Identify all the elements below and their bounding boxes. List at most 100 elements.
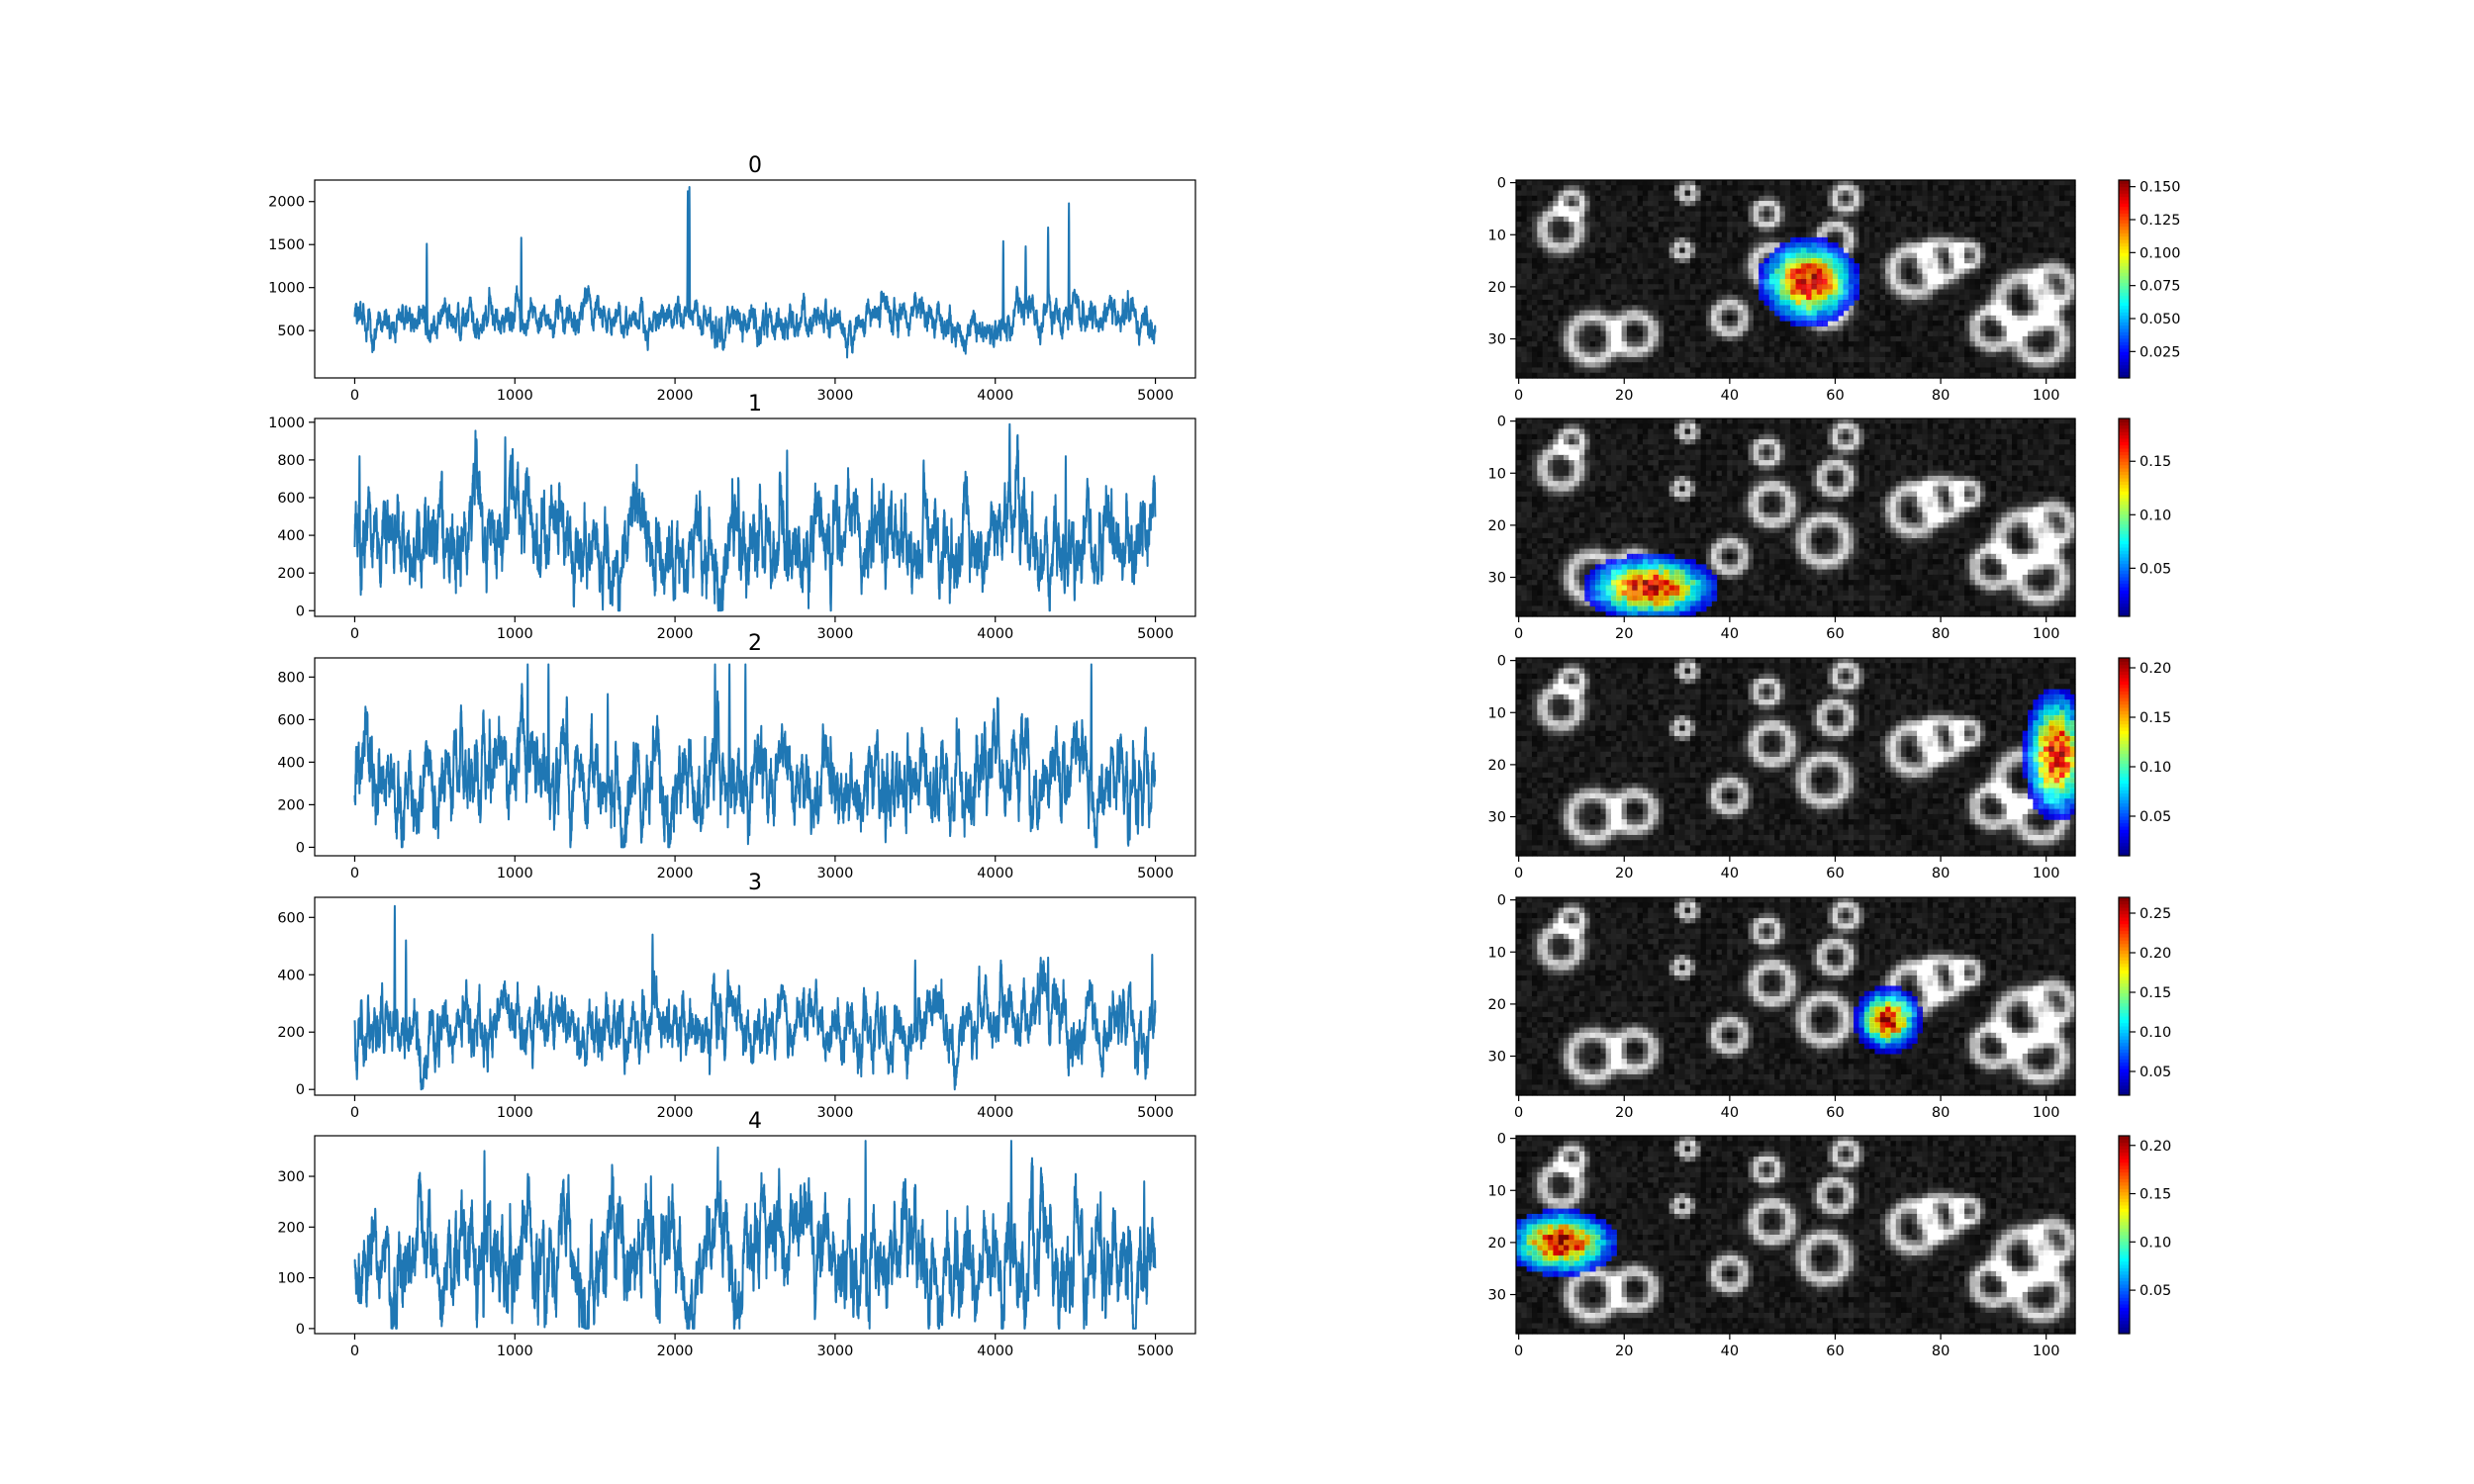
- footprint-panel-4: 0 20 40 60 80 100 0 10 20 30 0.05 0.10 0.15 0.20: [1488, 1132, 2172, 1359]
- x-tick-label: 3000: [816, 1344, 853, 1359]
- axes-frame: [1515, 657, 2076, 857]
- footprint-panel-0: 0 20 40 60 80 10001020300.0250.0500.0750.1000…: [1488, 176, 2181, 404]
- y-tick-label: 400: [277, 755, 305, 771]
- x-tick-label: 20: [1615, 626, 1633, 642]
- footprint-panel-2: 0 20 40 60 80 100 0 10 20 30 0.05 0.10 0.15 0.20: [1488, 654, 2172, 881]
- axes-frame: [1515, 1135, 2076, 1335]
- x-tick-label: 5000: [1137, 1105, 1174, 1121]
- x-tick-label: 40: [1721, 388, 1739, 404]
- colorbar-tick-label: 0.050: [2140, 312, 2181, 327]
- colorbar-tick-label: 0.15: [2140, 1187, 2171, 1203]
- x-tick-label: 20: [1615, 1105, 1633, 1121]
- axes-frame: [314, 657, 1196, 857]
- x-tick-label: 60: [1826, 1344, 1844, 1359]
- trace-line: [353, 904, 1157, 1091]
- panel-title: 0: [748, 153, 762, 178]
- spatial-footprint: [2022, 689, 2076, 820]
- grayscale-image: [1516, 658, 2076, 857]
- x-tick-label: 2000: [657, 388, 694, 404]
- y-tick-label: 20: [1488, 518, 1506, 534]
- y-tick-label: 500: [277, 324, 305, 339]
- trace-panel-3: 3 0 1000 2000 3000 4000 5000 0 200 400 600: [277, 871, 1196, 1121]
- trace-panel-4: 4 0 1000 2000 3000 4000 5000 0 100 200 300: [277, 1109, 1196, 1359]
- x-tick-label: 40: [1721, 1344, 1739, 1359]
- x-tick-label: 100: [2033, 866, 2060, 881]
- y-tick-label: 400: [277, 528, 305, 544]
- x-tick-label: 60: [1826, 866, 1844, 881]
- x-tick-label: 2000: [657, 1344, 694, 1359]
- colorbar-tick-label: 0.125: [2140, 213, 2181, 229]
- x-tick-label: 100: [2033, 1105, 2060, 1121]
- grayscale-image: [1516, 418, 2076, 617]
- x-tick-label: 1000: [497, 1105, 533, 1121]
- y-tick-label: 20: [1488, 1236, 1506, 1252]
- x-tick-label: 4000: [977, 388, 1013, 404]
- x-tick-label: 60: [1826, 1105, 1844, 1121]
- y-tick-label: 600: [277, 491, 305, 507]
- y-tick-label: 0: [296, 840, 305, 856]
- y-tick-label: 0: [1497, 415, 1506, 430]
- y-tick-label: 300: [277, 1169, 305, 1185]
- y-tick-label: 0: [296, 603, 305, 619]
- x-tick-label: 0: [1514, 1105, 1523, 1121]
- colorbar: 0.05 0.10 0.15 0.20 0.25: [2118, 896, 2171, 1096]
- colorbar-tick-label: 0.025: [2140, 344, 2181, 360]
- x-tick-label: 0: [350, 1105, 359, 1121]
- x-tick-label: 0: [350, 388, 359, 404]
- x-tick-label: 100: [2033, 626, 2060, 642]
- colorbar-tick-label: 0.15: [2140, 454, 2171, 470]
- x-tick-label: 0: [1514, 388, 1523, 404]
- x-tick-label: 80: [1932, 1344, 1950, 1359]
- axes-frame: [314, 417, 1196, 617]
- spatial-footprint: [1584, 553, 1718, 617]
- y-tick-label: 0: [1497, 893, 1506, 909]
- y-tick-label: 30: [1488, 1050, 1506, 1066]
- x-tick-label: 60: [1826, 388, 1844, 404]
- x-tick-label: 1000: [497, 1344, 533, 1359]
- colorbar-tick-label: 0.10: [2140, 508, 2171, 523]
- footprint-panel-3: 0 20 40 60 80 100 0 10 20 30 0.05 0.10 0.15 0.20 0.25: [1488, 893, 2172, 1121]
- y-tick-label: 800: [277, 670, 305, 686]
- y-tick-label: 200: [277, 1025, 305, 1041]
- colorbar-tick-label: 0.20: [2140, 1139, 2171, 1155]
- panel-title: 2: [748, 631, 762, 656]
- x-tick-label: 2000: [657, 866, 694, 881]
- x-tick-label: 20: [1615, 1344, 1633, 1359]
- trace-panel-2: 2 0 1000 2000 3000 4000 5000 0 200 400 600 800: [277, 631, 1196, 881]
- trace-line: [353, 185, 1157, 359]
- colorbar-tick-label: 0.20: [2140, 946, 2171, 962]
- y-tick-label: 30: [1488, 571, 1506, 587]
- colorbar-tick-label: 0.075: [2140, 279, 2181, 295]
- x-tick-label: 80: [1932, 866, 1950, 881]
- colorbar-tick-label: 0.10: [2140, 760, 2171, 776]
- x-tick-label: 80: [1932, 1105, 1950, 1121]
- y-tick-label: 1000: [268, 416, 305, 431]
- colorbar-tick-label: 0.25: [2140, 906, 2171, 922]
- x-tick-label: 2000: [657, 626, 694, 642]
- x-tick-label: 40: [1721, 626, 1739, 642]
- axes-frame: [1515, 417, 2076, 617]
- trace-line: [353, 422, 1157, 612]
- y-tick-label: 30: [1488, 332, 1506, 348]
- x-tick-label: 3000: [816, 626, 853, 642]
- y-tick-label: 200: [277, 566, 305, 582]
- trace-line: [353, 663, 1157, 849]
- spatial-footprint: [1854, 985, 1924, 1055]
- y-tick-label: 1500: [268, 237, 305, 253]
- y-tick-label: 200: [277, 797, 305, 813]
- colorbar-tick-label: 0.05: [2140, 1283, 2171, 1299]
- x-tick-label: 0: [350, 866, 359, 881]
- x-tick-label: 3000: [816, 388, 853, 404]
- axes-frame: [1515, 896, 2076, 1096]
- colorbar-tick-label: 0.100: [2140, 245, 2181, 261]
- x-tick-label: 3000: [816, 866, 853, 881]
- x-tick-label: 0: [1514, 1344, 1523, 1359]
- colorbar-tick-label: 0.15: [2140, 710, 2171, 726]
- axes-frame: [1515, 179, 2076, 379]
- y-tick-label: 10: [1488, 466, 1506, 482]
- x-tick-label: 80: [1932, 388, 1950, 404]
- colorbar-tick-label: 0.150: [2140, 180, 2181, 196]
- trace-panel-1: 1 0 1000 2000 3000 4000 5000 0 200 400 600 800 1000: [268, 392, 1196, 642]
- y-tick-label: 800: [277, 453, 305, 469]
